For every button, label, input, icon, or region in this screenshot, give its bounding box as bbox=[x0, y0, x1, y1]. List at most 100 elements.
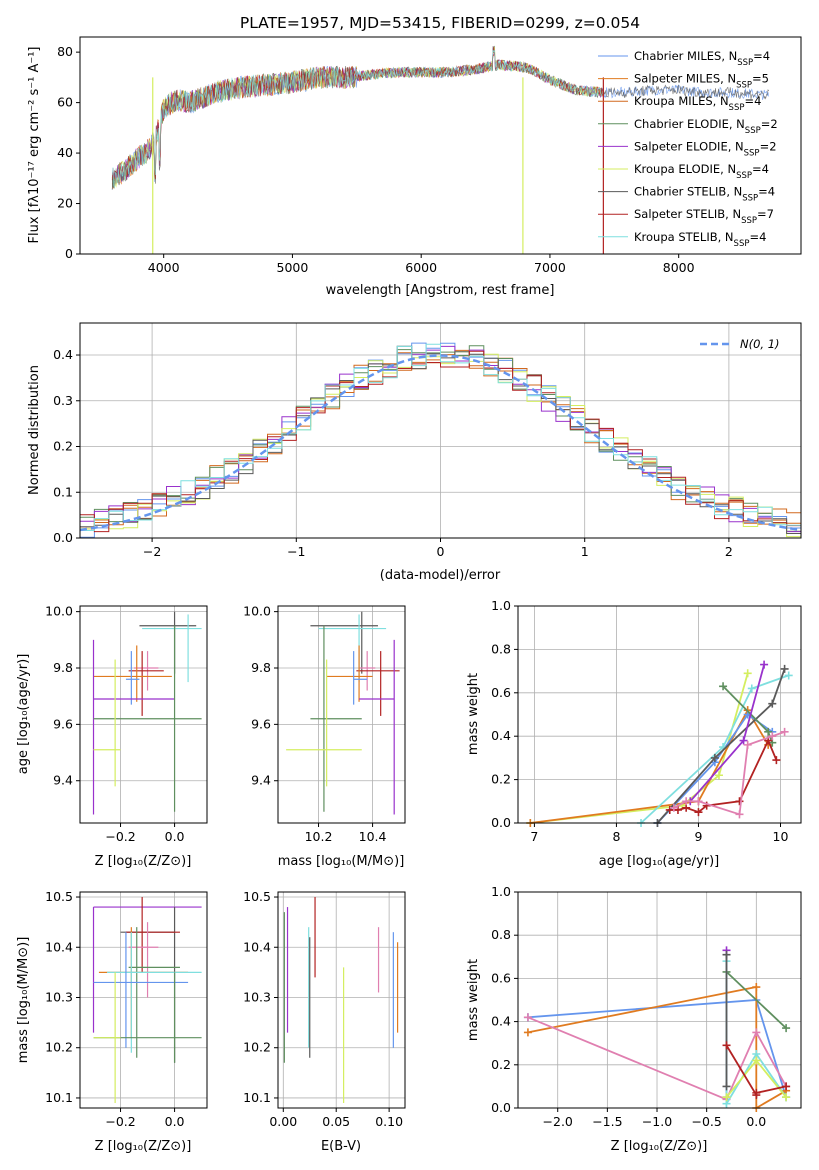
mass-vs-Z-xtick-label: 0.0 bbox=[165, 1114, 185, 1129]
spectrum-line-8 bbox=[111, 46, 604, 184]
weight-vs-metallicity-plot-area: −2.0 −1.5 −1.0 −0.5 0.0 0.0 0.2 0.4 0.6 0.8 1.0 bbox=[491, 884, 801, 1129]
weight-vs-age-series-5 bbox=[656, 668, 786, 824]
weight-vs-Z-marker-3-3 bbox=[752, 1028, 761, 1037]
mass-vs-ebv-ytick-label: 10.2 bbox=[243, 1040, 271, 1055]
legend-label-3: Kroupa MILES, NSSP=4 bbox=[634, 94, 761, 113]
weight-vs-age-ytick-label: 1.0 bbox=[491, 598, 511, 613]
residuals-xtick-label: −1 bbox=[287, 544, 305, 559]
weight-vs-age-xtick-label: 10 bbox=[773, 829, 789, 844]
weight-vs-age-marker-7-3 bbox=[760, 660, 769, 669]
residuals-xtick-label: −2 bbox=[143, 544, 161, 559]
weight-vs-age-series-1 bbox=[530, 673, 749, 824]
weight-vs-age-marker-5-2 bbox=[710, 753, 719, 762]
residuals-ylabel: Normed distribution bbox=[27, 365, 42, 495]
weight-vs-age-marker-8-1 bbox=[665, 805, 674, 814]
weight-vs-age-ylabel: mass weight bbox=[466, 673, 481, 755]
age-vs-metallicity-xlabel: Z [log₁₀(Z/Z⊙)] bbox=[95, 854, 192, 869]
weight-vs-Z-ytick-label: 0.4 bbox=[491, 1014, 511, 1029]
legend-label-5: Salpeter ELODIE, NSSP=2 bbox=[634, 139, 777, 158]
spectrum-line-1 bbox=[111, 47, 770, 190]
weight-vs-age-marker-8-6 bbox=[735, 797, 744, 806]
weight-vs-Z-marker-3-1 bbox=[523, 1013, 532, 1022]
age-vs-mass-ytick-label: 9.8 bbox=[251, 660, 271, 675]
weight-vs-age-marker-8-2 bbox=[673, 805, 682, 814]
spectrum-xlabel: wavelength [Angstrom, rest frame] bbox=[326, 283, 555, 298]
weight-vs-Z-ytick-label: 0.8 bbox=[491, 927, 511, 942]
weight-vs-age-plot-area: 7 8 9 10 0.0 0.2 0.4 0.6 0.8 1.0 bbox=[491, 598, 801, 844]
weight-vs-Z-series-5 bbox=[725, 971, 787, 1029]
legend-label-4: Chabrier ELODIE, NSSP=2 bbox=[634, 117, 778, 136]
spectrum-ylabel: Flux [fλ10⁻¹⁷ erg cm⁻² s⁻¹ A⁻¹] bbox=[27, 47, 42, 244]
age-vs-Z-xtick-label: 0.0 bbox=[165, 829, 185, 844]
weight-vs-Z-series-2 bbox=[527, 985, 787, 1110]
mass-vs-Z-ytick-label: 10.2 bbox=[45, 1040, 73, 1055]
legend-label-2: Salpeter MILES, NSSP=5 bbox=[634, 72, 769, 91]
age-vs-metallicity-plot-area: −0.2 0.0 9.4 9.6 9.8 10.0 bbox=[45, 604, 207, 844]
age-vs-metallicity-frame bbox=[79, 605, 208, 824]
weight-vs-age-marker-1-4 bbox=[743, 669, 752, 678]
weight-vs-age-marker-9-4 bbox=[735, 810, 744, 819]
weight-vs-Z-xtick-label: 0.0 bbox=[746, 1114, 766, 1129]
residuals-ytick-label: 0.4 bbox=[53, 347, 73, 362]
histogram-series-9 bbox=[80, 343, 801, 531]
spectrum-xtick-label: 6000 bbox=[405, 260, 437, 275]
weight-vs-Z-xtick-label: −2.0 bbox=[543, 1114, 573, 1129]
weight-vs-age-marker-5-4 bbox=[780, 664, 789, 673]
mass-vs-metallicity-xlabel: Z [log₁₀(Z/Z⊙)] bbox=[95, 1139, 192, 1154]
weight-vs-Z-marker-9-4 bbox=[782, 1082, 791, 1091]
mass-vs-ebv-ytick-label: 10.3 bbox=[243, 989, 271, 1004]
mass-vs-Z-ytick-label: 10.3 bbox=[45, 989, 73, 1004]
mass-vs-ebv-xtick-label: 0.00 bbox=[269, 1114, 297, 1129]
mass-vs-ebv-ytick-label: 10.5 bbox=[243, 889, 271, 904]
weight-vs-age-xlabel: age [log₁₀(age/yr)] bbox=[599, 854, 720, 869]
age-vs-Z-ytick-label: 9.4 bbox=[53, 773, 73, 788]
age-vs-mass-ytick-label: 10.0 bbox=[243, 604, 271, 619]
residuals-ytick-label: 0.3 bbox=[53, 393, 73, 408]
mass-vs-metallicity-frame bbox=[79, 891, 208, 1109]
weight-vs-age-marker-8-8 bbox=[772, 756, 781, 765]
weight-vs-age-xtick-label: 9 bbox=[694, 829, 702, 844]
age-vs-Z-ytick-label: 10.0 bbox=[45, 604, 73, 619]
spectrum-frame bbox=[79, 36, 802, 255]
weight-vs-Z-marker-5-2 bbox=[782, 1024, 791, 1033]
mass-vs-Z-xtick-label: −0.2 bbox=[105, 1114, 135, 1129]
residuals-ytick-label: 0.1 bbox=[53, 484, 73, 499]
spectrum-ytick-label: 20 bbox=[57, 196, 73, 211]
spectrum-title: PLATE=1957, MJD=53415, FIBERID=0299, z=0… bbox=[240, 14, 640, 32]
residuals-ytick-label: 0.2 bbox=[53, 439, 73, 454]
weight-vs-age-series-2 bbox=[530, 708, 769, 824]
mass-vs-extinction-xlabel: E(B-V) bbox=[321, 1139, 361, 1154]
mass-vs-extinction-plot-area: 0.00 0.05 0.10 10.1 10.2 10.3 10.4 10.5 bbox=[243, 889, 405, 1129]
weight-vs-Z-xtick-label: −1.0 bbox=[642, 1114, 672, 1129]
legend-label-9: Kroupa STELIB, NSSP=4 bbox=[634, 230, 766, 249]
mass-vs-extinction-frame bbox=[277, 891, 406, 1109]
weight-vs-age-frame bbox=[517, 605, 802, 824]
weight-vs-age-marker-9-6 bbox=[768, 732, 777, 741]
weight-vs-age-marker-6-2 bbox=[764, 727, 773, 736]
age-vs-mass-panel: 10.2 10.4 9.4 9.6 9.8 10.0 mass [log₁₀(M/M⊙)] bbox=[243, 604, 406, 869]
weight-vs-Z-marker-9-3 bbox=[752, 1088, 761, 1097]
weight-vs-age-ytick-label: 0.8 bbox=[491, 641, 511, 656]
mass-vs-Z-ytick-label: 10.5 bbox=[45, 889, 73, 904]
spectrum-xtick-label: 4000 bbox=[148, 260, 180, 275]
legend-label-1: Chabrier MILES, NSSP=4 bbox=[634, 49, 770, 68]
weight-vs-age-ytick-label: 0.0 bbox=[491, 815, 511, 830]
weight-vs-Z-marker-7-2 bbox=[722, 1082, 731, 1091]
weight-vs-age-ytick-label: 0.4 bbox=[491, 728, 511, 743]
age-vs-Z-xtick-label: −0.2 bbox=[105, 829, 135, 844]
weight-vs-Z-ytick-label: 0.0 bbox=[491, 1100, 511, 1115]
residuals-legend: N(0, 1) bbox=[700, 337, 780, 351]
spectrum-xtick-label: 5000 bbox=[277, 260, 309, 275]
histogram-series-8 bbox=[80, 350, 801, 533]
weight-vs-age-marker-9-3 bbox=[694, 797, 703, 806]
mass-vs-metallicity-plot-area: −0.2 0.0 10.1 10.2 10.3 10.4 10.5 bbox=[45, 889, 207, 1129]
weight-vs-age-marker-1-3 bbox=[714, 771, 723, 780]
weight-vs-metallicity-xlabel: Z [log₁₀(Z/Z⊙)] bbox=[611, 1139, 708, 1154]
spectrum-ytick-label: 0 bbox=[65, 246, 73, 261]
mass-vs-metallicity-panel: −0.2 0.0 10.1 10.2 10.3 10.4 10.5 Z [log₁₀(Z/Z… bbox=[16, 889, 208, 1154]
weight-vs-Z-marker-7-1 bbox=[722, 950, 731, 959]
weight-vs-metallicity-panel: −2.0 −1.5 −1.0 −0.5 0.0 0.0 0.2 0.4 0.6 0.8 1.0 Z … bbox=[466, 884, 802, 1154]
weight-vs-age-marker-4-4 bbox=[784, 671, 793, 680]
mass-vs-metallicity-ylabel: mass [log₁₀(M/M⊙)] bbox=[16, 937, 31, 1064]
weight-vs-age-marker-9-1 bbox=[669, 803, 678, 812]
